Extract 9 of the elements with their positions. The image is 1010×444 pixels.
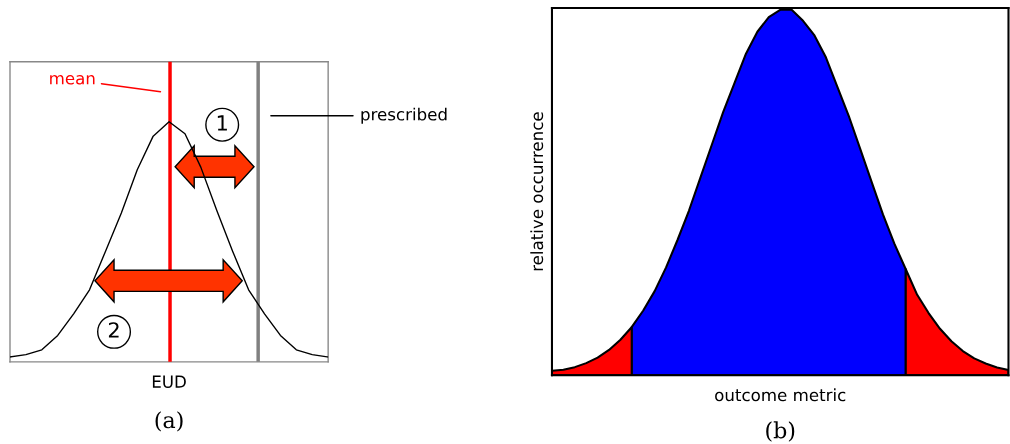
text: (b) [766,421,795,442]
annotation: 1 [217,115,227,131]
text: mean [50,74,95,85]
text: prescribed [361,107,447,124]
y-axis-title: relative occurrence [530,112,544,271]
annotation: 2 [108,322,119,338]
x-axis-title: outcome metric [715,388,846,402]
x-axis-title: EUD [152,375,186,388]
text: (a) [155,411,183,432]
